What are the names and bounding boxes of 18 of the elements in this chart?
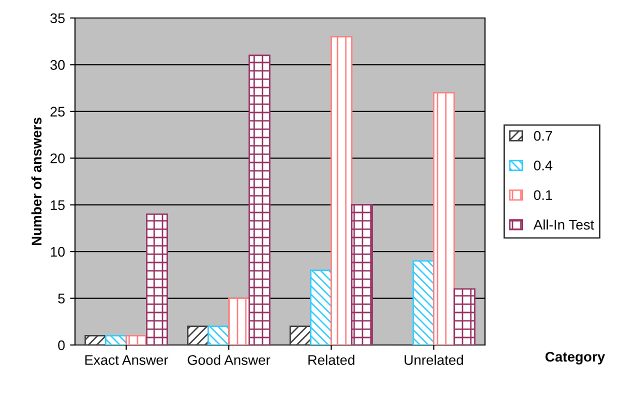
- legend-label: All-In Test: [533, 219, 594, 230]
- y-tick-label: 35: [50, 13, 65, 24]
- x-tick-label: Good Answer: [188, 354, 270, 365]
- x-tick-label: Unrelated: [404, 354, 463, 365]
- y-axis-title: Number of answers: [31, 118, 42, 246]
- y-tick-label: 10: [50, 246, 65, 257]
- legend-label: 0.4: [534, 160, 552, 170]
- y-tick-label: 0: [58, 340, 65, 350]
- y-tick-label: 25: [50, 106, 65, 117]
- x-tick-label: Related: [308, 354, 354, 365]
- x-tick-label: Exact Answer: [85, 355, 168, 365]
- legend-label: 0.1: [534, 190, 552, 200]
- y-tick-label: 15: [50, 200, 65, 210]
- legend-label: 0.7: [534, 130, 552, 141]
- y-tick-label: 20: [50, 153, 65, 164]
- y-tick-label: 5: [58, 294, 65, 304]
- x-axis-title: Category: [545, 352, 606, 364]
- y-tick-label: 30: [50, 60, 65, 70]
